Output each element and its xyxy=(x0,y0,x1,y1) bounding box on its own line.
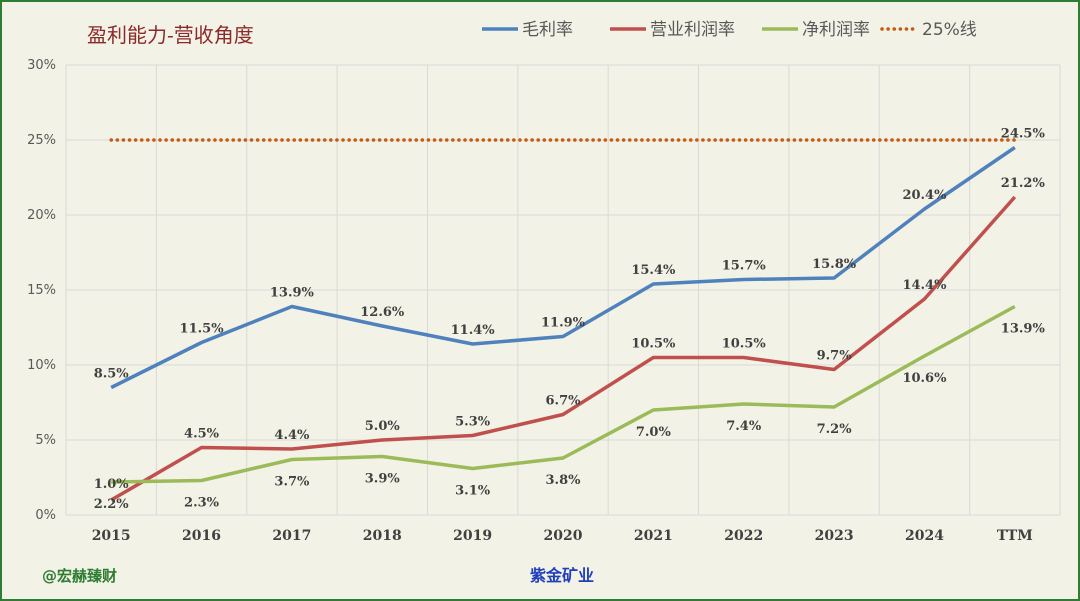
data-label: 5.0% xyxy=(365,419,401,434)
data-label: 4.4% xyxy=(274,428,310,443)
series-lines xyxy=(109,138,1017,502)
data-label: 2.3% xyxy=(184,496,220,511)
data-label: 6.7% xyxy=(546,394,582,409)
y-tick-label: 0% xyxy=(35,508,56,523)
y-tick-label: 10% xyxy=(27,358,56,373)
data-label: 11.9% xyxy=(541,316,586,331)
data-labels: 8.5% 11.5% 13.9% 12.6% 11.4% 11.9% 15.4% 15.7% 1… xyxy=(94,127,1046,513)
company-name: 紫金矿业 xyxy=(530,566,594,585)
data-label: 10.5% xyxy=(722,337,767,352)
series-line-2 xyxy=(111,304,1016,484)
watermark-author: @宏赫臻财 xyxy=(42,567,117,585)
chart-title: 盈利能力-营收角度 xyxy=(87,23,254,47)
x-tick-label: 2020 xyxy=(544,528,583,544)
x-tick-label: 2017 xyxy=(272,528,311,544)
legend-entry: 25%线 xyxy=(922,20,977,40)
data-label: 3.8% xyxy=(546,473,582,488)
data-label: 14.4% xyxy=(902,278,947,293)
data-label: 7.2% xyxy=(817,422,853,437)
data-label: 8.5% xyxy=(94,367,130,382)
data-label: 15.7% xyxy=(722,259,767,274)
x-tick-label: 2024 xyxy=(905,528,944,544)
data-label: 3.7% xyxy=(274,475,310,490)
data-label: 13.9% xyxy=(270,286,315,301)
y-tick-label: 20% xyxy=(27,208,56,223)
x-tick-label: TTM xyxy=(997,528,1033,544)
x-tick-label: 2019 xyxy=(453,528,492,544)
data-label: 24.5% xyxy=(1001,127,1046,142)
x-tick-label: 2018 xyxy=(363,528,402,544)
data-label: 7.4% xyxy=(726,419,762,434)
data-label: 15.4% xyxy=(631,263,676,278)
x-tick-label: 2022 xyxy=(724,528,763,544)
data-label: 4.5% xyxy=(184,427,220,442)
data-label: 1.0% xyxy=(94,477,130,492)
y-tick-label: 15% xyxy=(27,283,56,298)
data-label: 7.0% xyxy=(636,425,672,440)
x-tick-label: 2016 xyxy=(182,528,221,544)
legend-entry: 毛利率 xyxy=(522,20,573,40)
legend: 毛利率 营业利润率 净利润率 25%线 xyxy=(482,20,977,40)
x-axis: 2015 2016 2017 2018 2019 2020 2021 2022 2023 2024… xyxy=(92,528,1033,544)
data-label: 12.6% xyxy=(360,305,405,320)
data-label: 21.2% xyxy=(1001,176,1046,191)
data-label: 9.7% xyxy=(817,349,853,364)
x-tick-label: 2015 xyxy=(92,528,131,544)
data-label: 13.9% xyxy=(1001,322,1046,337)
data-label: 10.6% xyxy=(902,371,947,386)
data-label: 3.9% xyxy=(365,472,401,487)
data-label: 3.1% xyxy=(455,484,491,499)
y-tick-label: 30% xyxy=(27,58,56,73)
y-tick-label: 25% xyxy=(27,133,56,148)
data-label: 10.5% xyxy=(631,337,676,352)
legend-entry: 净利润率 xyxy=(802,20,870,40)
y-tick-label: 5% xyxy=(35,433,56,448)
series-line-0 xyxy=(110,146,1016,390)
data-label: 15.8% xyxy=(812,257,857,272)
series-line-1 xyxy=(110,195,1017,502)
data-label: 11.4% xyxy=(451,323,496,338)
legend-entry: 营业利润率 xyxy=(650,20,735,40)
data-label: 11.5% xyxy=(180,322,225,337)
data-label: 5.3% xyxy=(455,415,491,430)
data-label: 20.4% xyxy=(902,188,947,203)
data-label: 2.2% xyxy=(94,497,130,512)
y-axis: 0% 5% 10% 15% 20% 25% 30% xyxy=(27,58,56,523)
x-tick-label: 2021 xyxy=(634,528,673,544)
x-tick-label: 2023 xyxy=(815,528,854,544)
